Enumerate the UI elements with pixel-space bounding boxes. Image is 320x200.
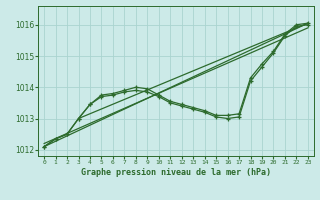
X-axis label: Graphe pression niveau de la mer (hPa): Graphe pression niveau de la mer (hPa)	[81, 168, 271, 177]
